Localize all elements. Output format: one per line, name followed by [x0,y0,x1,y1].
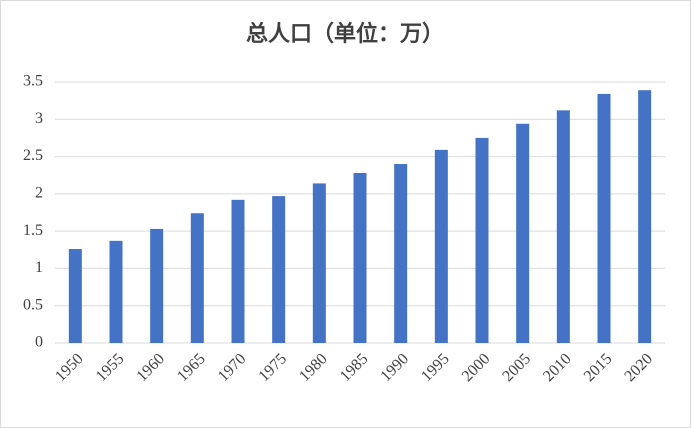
y-tick-label: 1 [35,259,43,276]
bar [556,110,570,343]
y-tick-label: 0.5 [23,296,43,313]
bar [312,183,326,343]
bar [638,90,652,344]
bar [475,137,489,343]
bar [231,199,245,343]
bar [394,164,408,343]
bar [272,196,286,343]
bar [68,249,82,343]
bar [516,123,530,343]
y-tick-label: 1.5 [23,222,43,239]
y-tick-label: 3 [35,110,43,127]
y-tick-label: 2.5 [23,147,43,164]
bar [190,213,204,343]
y-tick-label: 0 [35,334,43,351]
y-tick-label: 3.5 [23,73,43,90]
bar [109,240,123,343]
bar [434,149,448,343]
bar [150,228,164,343]
bar [597,93,611,343]
bar [353,172,367,343]
y-tick-label: 2 [35,185,43,202]
chart-title: 总人口（单位：万） [246,21,444,46]
